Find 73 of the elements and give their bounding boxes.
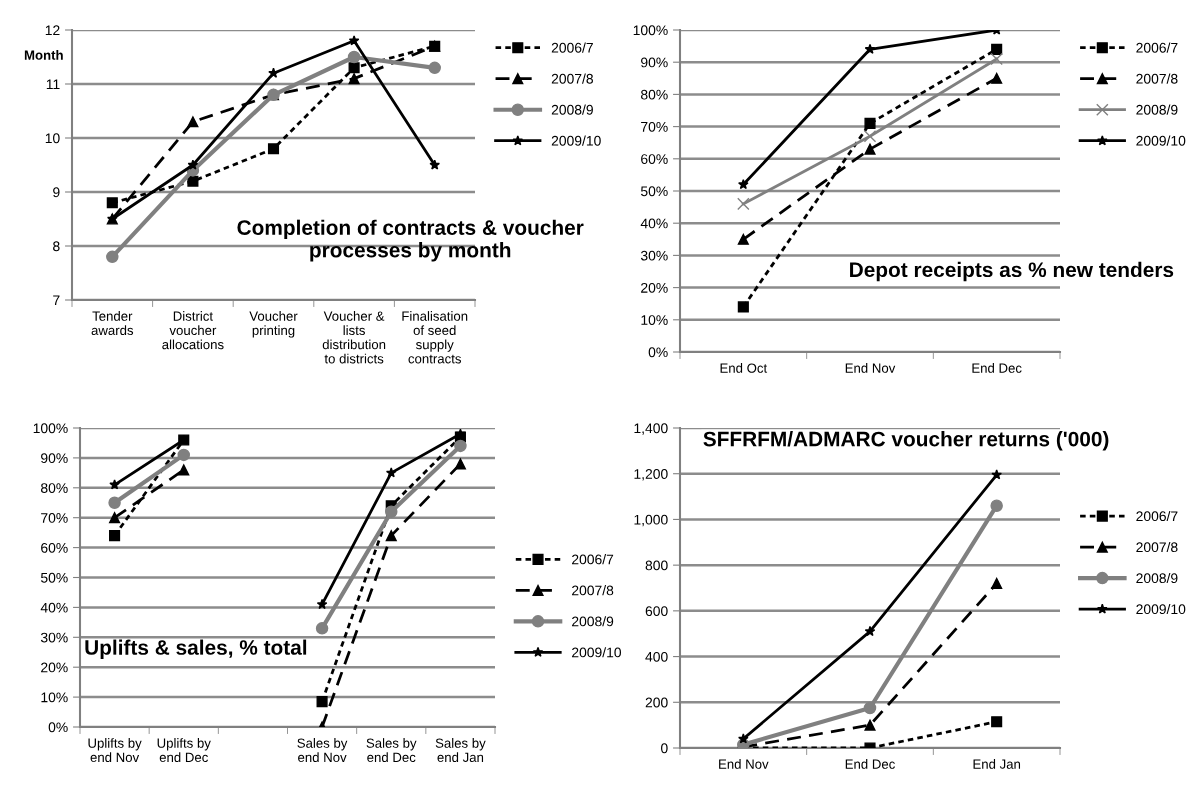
legend-label: 2006/7 — [572, 554, 614, 565]
legend-label: 2008/9 — [1136, 104, 1178, 115]
legend-label: 2007/8 — [1136, 73, 1178, 84]
x-tick-label: Voucher printing — [249, 311, 298, 338]
legend-label: 2006/7 — [1136, 510, 1178, 522]
y-tick-label: 600 — [645, 606, 668, 617]
y-tick-label: 0 — [661, 743, 668, 754]
x-tick-label: Uplifts by end Dec — [157, 738, 211, 763]
y-tick-label: 100% — [633, 25, 668, 36]
y-tick-label: 10% — [641, 315, 668, 325]
y-tick-label: 20% — [641, 282, 668, 293]
y-tick-label: 40% — [40, 602, 68, 613]
legend-label: 2008/9 — [1136, 572, 1178, 584]
y-tick-label: 7 — [53, 295, 60, 306]
y-tick-label: 100% — [33, 423, 68, 434]
legend-label: 2008/9 — [551, 104, 593, 115]
x-tick-label: Sales by end Nov — [297, 738, 348, 763]
y-tick-label: 60% — [641, 154, 668, 164]
y-tick-label: 80% — [41, 483, 68, 493]
chart-title: SFFRFM/ADMARC voucher returns ('000) — [703, 431, 1109, 451]
legend-label: 2009/10 — [1136, 603, 1186, 615]
y-tick-label: 1,400 — [634, 423, 668, 435]
y-tick-label: 0% — [48, 722, 68, 733]
legend-label: 2007/8 — [551, 73, 593, 84]
x-tick-label: Finalisation of seed supply contracts — [402, 311, 468, 364]
x-tick-label: End Jan — [973, 759, 1021, 769]
x-tick-label: End Dec — [972, 363, 1022, 373]
legend-label: 2007/8 — [1136, 541, 1178, 553]
y-tick-label: 90% — [41, 453, 68, 464]
y-tick-label: 80% — [641, 89, 668, 100]
legend-label: 2007/8 — [572, 585, 614, 596]
y-tick-label: 9 — [53, 187, 60, 198]
y-tick-label: 0% — [648, 347, 668, 358]
x-tick-label: Uplifts by end Nov — [88, 738, 142, 763]
y-tick-label: 90% — [641, 57, 668, 68]
x-tick-label: Sales by end Dec — [366, 738, 417, 763]
y-tick-label: 40% — [640, 218, 668, 229]
x-tick-label: Tender awards — [91, 311, 134, 336]
x-tick-label: End Oct — [720, 363, 768, 373]
y-tick-label: 800 — [645, 560, 668, 571]
x-tick-label: End Nov — [719, 759, 769, 769]
x-tick-label: Voucher & lists distribution to districts — [322, 311, 386, 364]
text: Depot receipts as % new tenders — [850, 261, 1174, 282]
x-tick-label: End Dec — [845, 759, 895, 769]
y-axis-title: Month — [24, 50, 63, 60]
y-tick-label: 50% — [40, 572, 68, 583]
y-tick-label: 60% — [41, 542, 68, 553]
y-tick-label: 30% — [640, 250, 668, 261]
y-tick-label: 11 — [46, 79, 60, 90]
x-tick-label: End Nov — [845, 363, 896, 373]
y-tick-label: 70% — [41, 513, 68, 523]
y-tick-label: 50% — [640, 186, 668, 197]
y-tick-label: 12 — [45, 25, 60, 36]
legend-label: 2006/7 — [551, 42, 593, 53]
legend-label: 2009/10 — [1136, 135, 1186, 146]
text: Completion of contracts & voucher processes by month — [237, 219, 584, 262]
legend-label: 2009/10 — [551, 135, 601, 146]
legend-label: 2006/7 — [1136, 42, 1178, 53]
y-tick-label: 1,200 — [634, 469, 668, 481]
y-tick-label: 1,000 — [634, 514, 668, 527]
text: Uplifts & sales, % total — [85, 639, 307, 659]
x-tick-label: District voucher allocations — [162, 311, 224, 350]
x-tick-label: Sales by end Jan — [435, 738, 486, 763]
y-tick-label: 10 — [45, 133, 60, 144]
y-tick-label: 70% — [641, 121, 668, 132]
y-tick-label: 30% — [40, 632, 68, 643]
y-tick-label: 200 — [645, 697, 668, 708]
y-tick-label: 20% — [41, 662, 68, 673]
legend-label: 2008/9 — [572, 616, 614, 627]
y-tick-label: 8 — [53, 241, 60, 252]
y-tick-label: 400 — [645, 651, 668, 662]
legend-label: 2009/10 — [572, 647, 622, 658]
y-tick-label: 10% — [41, 692, 68, 703]
